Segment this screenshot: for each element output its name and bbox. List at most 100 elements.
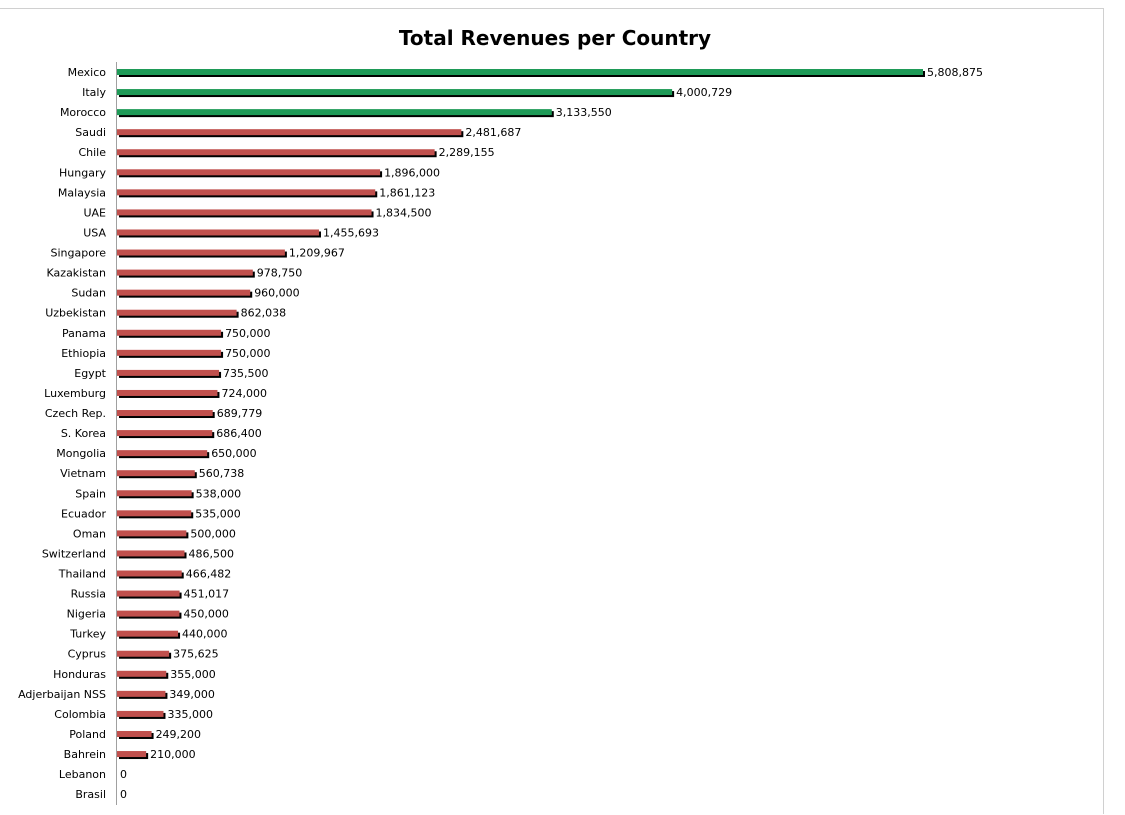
category-label: S. Korea <box>61 427 106 440</box>
data-label: 750,000 <box>225 347 270 360</box>
category-label: Bahrein <box>64 748 106 761</box>
data-label: 355,000 <box>170 668 216 681</box>
category-label: Cyprus <box>68 648 107 661</box>
category-label: Oman <box>73 527 106 540</box>
bar <box>117 249 285 256</box>
category-label: Lebanon <box>59 768 106 781</box>
category-label: Chile <box>78 146 106 159</box>
bar <box>117 69 923 75</box>
bar <box>117 690 166 697</box>
data-label: 862,038 <box>241 307 287 320</box>
data-label: 650,000 <box>211 447 257 460</box>
data-label: 451,017 <box>184 588 230 601</box>
data-label: 335,000 <box>167 708 213 721</box>
category-label: Turkey <box>69 628 106 641</box>
category-label: Brasil <box>75 788 106 801</box>
data-label: 1,209,967 <box>289 247 345 260</box>
category-label: Morocco <box>60 106 106 119</box>
category-label: Italy <box>82 86 106 99</box>
category-label: Nigeria <box>67 608 106 621</box>
bar <box>117 450 208 457</box>
data-label: 724,000 <box>221 387 267 400</box>
bar <box>117 369 220 376</box>
chart-frame <box>0 8 1104 814</box>
data-label: 1,455,693 <box>323 226 379 239</box>
data-label: 978,750 <box>257 267 303 280</box>
bar <box>117 109 552 116</box>
chart-title: Total Revenues per Country <box>398 26 712 50</box>
data-label: 735,500 <box>223 367 269 380</box>
data-label: 450,000 <box>183 608 229 621</box>
bar <box>117 710 164 717</box>
category-label: Czech Rep. <box>45 407 106 420</box>
bar <box>117 329 222 336</box>
bar <box>117 309 237 316</box>
category-label: UAE <box>83 206 106 219</box>
bar <box>117 389 218 396</box>
category-label: Saudi <box>75 126 106 139</box>
bar <box>117 670 167 677</box>
bar <box>117 610 180 617</box>
category-label: Poland <box>69 728 106 741</box>
data-label: 349,000 <box>169 688 215 701</box>
bar <box>117 209 372 216</box>
data-label: 5,808,875 <box>927 66 983 79</box>
category-label: Kazakistan <box>47 267 106 280</box>
category-label: Luxemburg <box>44 387 106 400</box>
category-label: Thailand <box>58 568 106 581</box>
data-label: 1,896,000 <box>384 166 440 179</box>
data-label: 500,000 <box>190 527 236 540</box>
data-label: 686,400 <box>216 427 262 440</box>
category-label: Singapore <box>51 247 107 260</box>
bar <box>117 189 376 196</box>
category-label: Sudan <box>71 287 106 300</box>
bar <box>117 751 147 758</box>
data-label: 466,482 <box>186 568 232 581</box>
category-label: Ecuador <box>61 507 106 520</box>
data-label: 1,861,123 <box>379 186 435 199</box>
bar <box>117 730 152 737</box>
data-label: 535,000 <box>195 507 241 520</box>
data-label: 689,779 <box>217 407 263 420</box>
bar <box>117 410 213 417</box>
data-label: 210,000 <box>150 748 196 761</box>
bar <box>117 570 182 577</box>
category-label: Mexico <box>68 66 107 79</box>
category-label: Ethiopia <box>61 347 106 360</box>
data-label: 0 <box>120 768 127 781</box>
category-label: Hungary <box>59 166 106 179</box>
bar <box>117 490 192 497</box>
category-label: Spain <box>75 487 106 500</box>
category-label: Vietnam <box>60 467 106 480</box>
data-label: 2,289,155 <box>439 146 495 159</box>
data-label: 538,000 <box>196 487 242 500</box>
bars-group: Mexico 5,808,875 Italy 4,000,729 Morocco 3,13… <box>18 66 983 801</box>
bar <box>117 349 222 356</box>
category-label: Russia <box>71 588 106 601</box>
bar <box>117 630 179 637</box>
data-label: 2,481,687 <box>465 126 521 139</box>
bar <box>117 89 673 96</box>
data-label: 4,000,729 <box>676 86 732 99</box>
data-label: 375,625 <box>173 648 219 661</box>
bar <box>117 590 180 597</box>
category-label: Malaysia <box>58 186 106 199</box>
category-label: Adjerbaijan NSS <box>18 688 106 701</box>
bar <box>117 430 213 437</box>
bar <box>117 149 435 156</box>
data-label: 486,500 <box>189 547 235 560</box>
category-label: Colombia <box>54 708 106 721</box>
bar <box>117 129 462 136</box>
data-label: 3,133,550 <box>556 106 612 119</box>
bar <box>117 169 381 176</box>
bar <box>117 510 192 517</box>
bar <box>117 650 170 657</box>
category-label: Egypt <box>74 367 106 380</box>
bar <box>117 550 185 557</box>
category-label: Uzbekistan <box>45 307 106 320</box>
bar <box>117 289 251 296</box>
data-label: 0 <box>120 788 127 801</box>
bar <box>117 530 187 537</box>
category-label: Honduras <box>53 668 106 681</box>
